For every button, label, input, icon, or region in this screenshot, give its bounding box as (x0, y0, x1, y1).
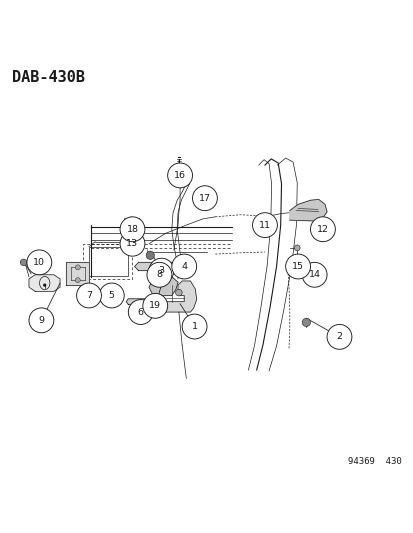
Text: 5: 5 (109, 291, 114, 300)
Polygon shape (29, 275, 60, 292)
Text: 2: 2 (336, 333, 342, 341)
Circle shape (99, 283, 124, 308)
Circle shape (29, 308, 54, 333)
Text: 94369  430: 94369 430 (347, 457, 401, 466)
Circle shape (285, 254, 310, 279)
Circle shape (252, 213, 277, 238)
Circle shape (181, 260, 189, 267)
Circle shape (182, 314, 206, 339)
Polygon shape (149, 275, 178, 295)
Text: DAB-430B: DAB-430B (12, 70, 85, 85)
Circle shape (75, 265, 80, 270)
Text: 18: 18 (126, 225, 138, 234)
Circle shape (167, 163, 192, 188)
Text: 4: 4 (181, 262, 187, 271)
Polygon shape (289, 199, 326, 221)
Circle shape (326, 325, 351, 349)
Circle shape (142, 293, 167, 318)
Circle shape (27, 250, 52, 275)
Circle shape (43, 284, 46, 287)
Text: 6: 6 (138, 308, 143, 317)
Circle shape (171, 254, 196, 279)
Text: 13: 13 (126, 239, 138, 248)
Text: 3: 3 (158, 266, 164, 275)
Circle shape (128, 300, 153, 325)
Circle shape (301, 318, 310, 327)
Ellipse shape (199, 189, 208, 198)
Circle shape (20, 259, 27, 265)
Text: 12: 12 (316, 225, 328, 234)
Text: 8: 8 (156, 270, 162, 279)
Circle shape (310, 217, 335, 241)
Text: 10: 10 (33, 258, 45, 267)
Circle shape (75, 278, 80, 282)
Text: 1: 1 (191, 322, 197, 331)
Text: 9: 9 (38, 316, 44, 325)
Polygon shape (159, 281, 196, 312)
Text: 14: 14 (308, 270, 320, 279)
Polygon shape (134, 262, 176, 271)
Circle shape (192, 186, 217, 211)
Polygon shape (126, 299, 151, 304)
Circle shape (120, 231, 145, 256)
Circle shape (175, 289, 182, 296)
Circle shape (80, 292, 85, 297)
Circle shape (147, 262, 171, 287)
Ellipse shape (202, 191, 206, 195)
FancyBboxPatch shape (124, 219, 138, 226)
Circle shape (294, 245, 299, 251)
Circle shape (120, 217, 145, 241)
Text: 7: 7 (86, 291, 92, 300)
Text: 16: 16 (174, 171, 185, 180)
Text: 17: 17 (199, 193, 210, 203)
Text: 11: 11 (259, 221, 270, 230)
Text: 19: 19 (149, 301, 161, 310)
Circle shape (146, 251, 154, 260)
Circle shape (149, 258, 173, 283)
Circle shape (301, 262, 326, 287)
Polygon shape (66, 262, 89, 285)
Circle shape (76, 283, 101, 308)
Text: 15: 15 (292, 262, 303, 271)
